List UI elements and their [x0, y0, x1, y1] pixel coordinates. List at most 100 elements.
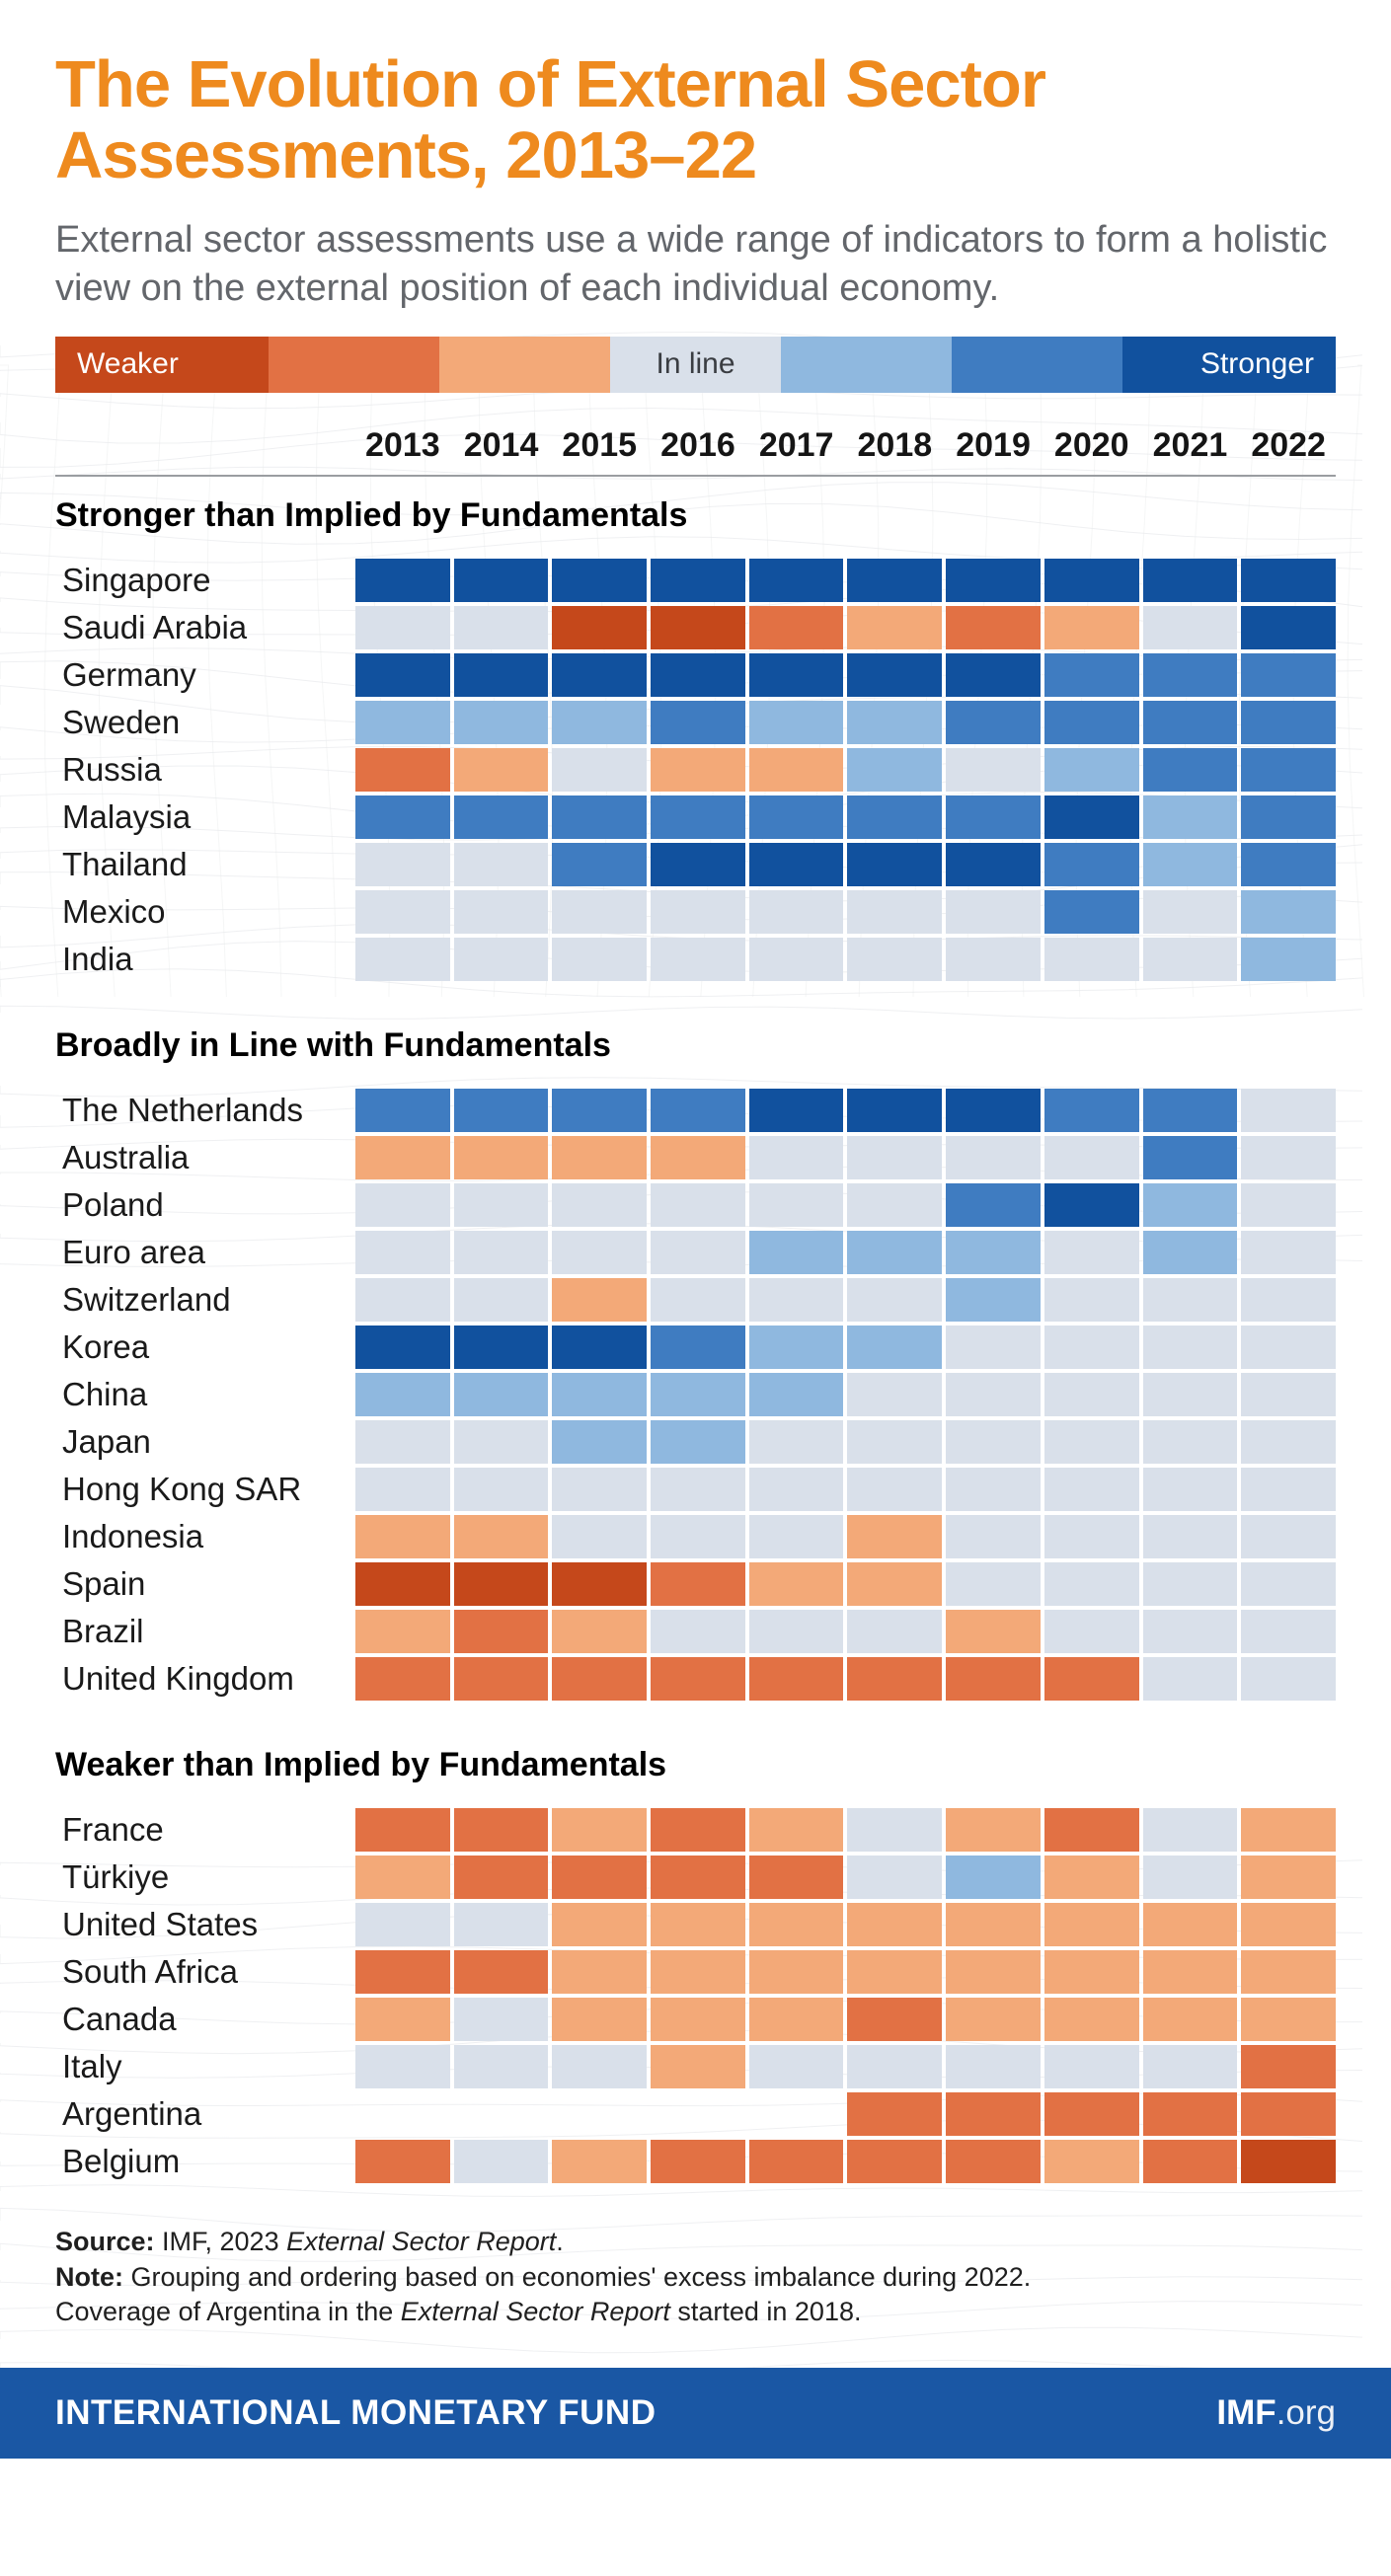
heatmap-cell: [847, 937, 943, 981]
grouping-note: Note: Grouping and ordering based on eco…: [55, 2260, 1336, 2296]
heatmap-row: China: [55, 1372, 1336, 1416]
country-label: India: [62, 940, 133, 977]
heatmap-row: India: [55, 937, 1336, 981]
heatmap-cell: [946, 1656, 1041, 1701]
heatmap-cell: [847, 2091, 943, 2136]
heatmap-cell: [1241, 700, 1336, 744]
heatmap-cell: [1043, 2091, 1139, 2136]
legend-segment-lo: [439, 336, 611, 393]
heatmap-cell: [748, 1656, 844, 1701]
group-section-1: Stronger than Implied by Fundamentals Sin…: [55, 496, 1336, 981]
heatmap-cell: [847, 747, 943, 792]
heatmap-cell: [453, 937, 549, 981]
year-header-row: 2013 2014 2015 2016 2017 2018 2019 2020 2021 2022: [55, 426, 1336, 465]
heatmap-cell: [1043, 1325, 1139, 1369]
heatmap-cell: [847, 795, 943, 839]
heatmap-cell: [552, 1088, 648, 1132]
heatmap-cell: [1142, 1855, 1238, 1899]
heatmap-cell: [1142, 1609, 1238, 1653]
heatmap-cell: [748, 1949, 844, 1994]
year-label: 2019: [956, 425, 1031, 464]
legend-label: In line: [656, 347, 735, 381]
heatmap-cell: [847, 1855, 943, 1899]
heatmap-cell: [1142, 795, 1238, 839]
heatmap-cell: [651, 1325, 745, 1369]
heatmap-row: Switzerland: [55, 1277, 1336, 1322]
heatmap-cell: [651, 937, 745, 981]
heatmap-cell: [748, 1088, 844, 1132]
legend-segment-mb: [951, 336, 1122, 393]
heatmap-cell: [1241, 1561, 1336, 1606]
heatmap-cell: [847, 1609, 943, 1653]
heatmap-cell: [748, 1230, 844, 1274]
heatmap-cell: [1043, 558, 1139, 602]
heatmap-cell: [1043, 842, 1139, 886]
heatmap-cell: [847, 1949, 943, 1994]
heatmap-cell: [1142, 1561, 1238, 1606]
heatmap-cell: [552, 1467, 648, 1511]
heatmap-cell: [748, 1514, 844, 1558]
heatmap-cell: [946, 1997, 1041, 2041]
heatmap-cell: [847, 889, 943, 934]
heatmap-cell: [1043, 1656, 1139, 1701]
heatmap-cell: [355, 747, 450, 792]
heatmap-cell: [453, 652, 549, 697]
heatmap-row: Euro area: [55, 1230, 1336, 1274]
heatmap-row: Korea: [55, 1325, 1336, 1369]
heatmap-cell: [355, 1230, 450, 1274]
heatmap-cell: [1241, 889, 1336, 934]
heatmap-row: Malaysia: [55, 795, 1336, 839]
coverage-post: started in 2018.: [669, 2297, 862, 2327]
heatmap-cell: [453, 1467, 549, 1511]
heatmap-cell: [552, 1902, 648, 1946]
heatmap-cell: [355, 1609, 450, 1653]
country-label: Thailand: [62, 845, 188, 882]
footer-website-link[interactable]: IMF.org: [1216, 2393, 1336, 2433]
heatmap-row: Australia: [55, 1135, 1336, 1179]
heatmap-cell: [1241, 1997, 1336, 2041]
header-divider: [55, 474, 1336, 477]
heatmap-cell: [946, 889, 1041, 934]
heatmap-row: Italy: [55, 2044, 1336, 2088]
heatmap-cell: [355, 1514, 450, 1558]
group-rows: Singapore Saudi Arabia Germany Sweden Russia…: [55, 558, 1336, 981]
legend-segment-il: In line: [610, 336, 781, 393]
heatmap-cell: [552, 1514, 648, 1558]
heatmap-cell: [1241, 747, 1336, 792]
heatmap-row: France: [55, 1807, 1336, 1852]
heatmap-cell: [651, 1182, 745, 1227]
heatmap-cell: [946, 605, 1041, 649]
heatmap-cell: [355, 795, 450, 839]
heatmap-cell: [847, 1656, 943, 1701]
heatmap-cell: [355, 605, 450, 649]
heatmap-cell: [552, 700, 648, 744]
heatmap-cell: [453, 1855, 549, 1899]
heatmap-cell: [651, 1561, 745, 1606]
heatmap-cell: [946, 1230, 1041, 1274]
heatmap-cell: [552, 1372, 648, 1416]
heatmap-cell: [1142, 747, 1238, 792]
heatmap-cell: [748, 1419, 844, 1464]
heatmap-cell: [748, 1561, 844, 1606]
heatmap-cell: [453, 558, 549, 602]
heatmap-cell: [946, 1372, 1041, 1416]
country-label: United Kingdom: [62, 1659, 294, 1697]
heatmap-cell: [946, 1807, 1041, 1852]
heatmap-cell: [1043, 1277, 1139, 1322]
heatmap-cell: [1142, 1467, 1238, 1511]
heatmap-cell: [1241, 1277, 1336, 1322]
note-label: Note:: [55, 2261, 123, 2292]
heatmap-cell: [748, 937, 844, 981]
heatmap-cell: [552, 652, 648, 697]
heatmap-cell: [1142, 2139, 1238, 2183]
country-label: Indonesia: [62, 1517, 204, 1554]
source-pre: IMF, 2023: [154, 2226, 287, 2256]
heatmap-cell: [453, 1902, 549, 1946]
heatmap-cell: [748, 1997, 844, 2041]
heatmap-cell: [453, 1561, 549, 1606]
country-label: Spain: [62, 1564, 146, 1602]
heatmap-cell: [1043, 1467, 1139, 1511]
heatmap-cell: [1241, 1467, 1336, 1511]
heatmap-cell: [355, 1561, 450, 1606]
country-label: South Africa: [62, 1952, 238, 1990]
